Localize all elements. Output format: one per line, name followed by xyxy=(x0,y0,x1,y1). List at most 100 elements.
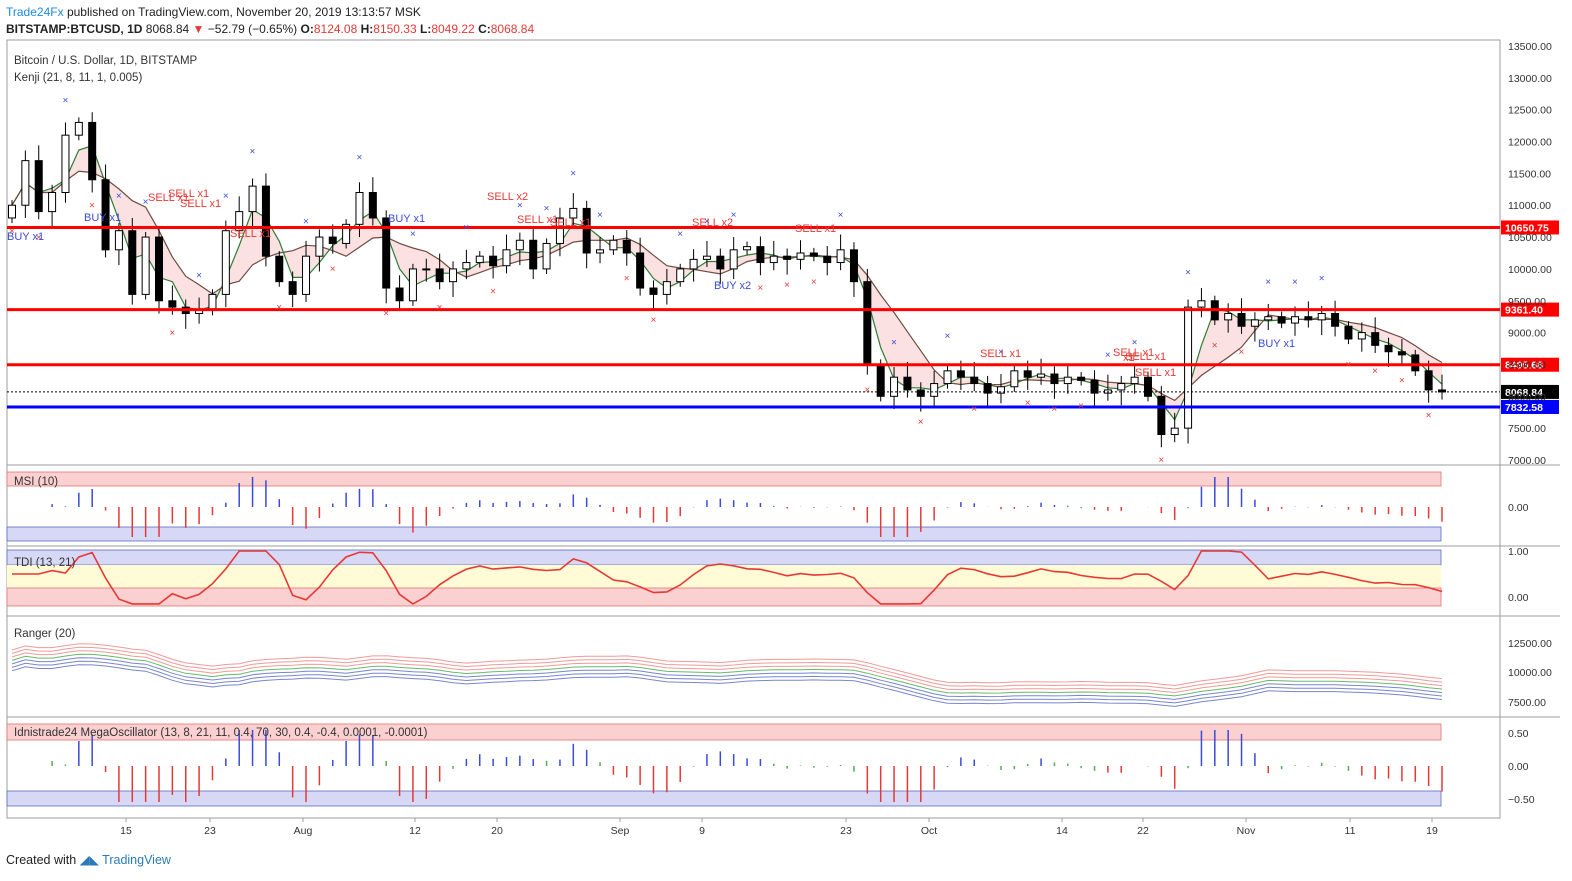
msi-lower-band xyxy=(6,526,1442,542)
price-tick: 8000.00 xyxy=(1508,391,1546,403)
candle-body xyxy=(221,230,230,295)
sell-marker: × xyxy=(918,417,924,428)
buy-marker: × xyxy=(223,191,229,202)
time-tick: 23 xyxy=(204,825,216,837)
sell-marker: × xyxy=(1158,455,1164,466)
sell-marker: × xyxy=(490,286,496,297)
buy-marker: × xyxy=(704,216,710,227)
candle-body xyxy=(342,223,351,244)
buy-marker: × xyxy=(731,210,737,221)
candle-body xyxy=(114,230,123,251)
candle-body xyxy=(1438,389,1446,393)
pane-tick: 0.00 xyxy=(1508,592,1529,604)
signal-label: SELL x1 xyxy=(1125,351,1166,363)
last-price-label: 8068.84 xyxy=(1505,387,1543,399)
signal-label: SELL x2 xyxy=(487,191,528,203)
signal-label: BUY x1 xyxy=(7,231,44,243)
buy-marker: × xyxy=(303,216,309,227)
buy-marker: × xyxy=(945,331,951,342)
candle-body xyxy=(1090,379,1099,394)
signal-label: SELL x1 xyxy=(1113,347,1154,359)
candle-body xyxy=(1331,313,1340,327)
candle-body xyxy=(943,370,952,385)
signal-label: SELL x2 xyxy=(692,217,733,229)
ranger-line xyxy=(11,657,1443,700)
candle-body xyxy=(1130,376,1139,385)
buy-marker: × xyxy=(1132,337,1138,348)
buy-marker: × xyxy=(1319,274,1325,285)
candle-body xyxy=(502,249,511,267)
chart-canvas[interactable]: 10650.75 9361.40 8495.68 7832.58 8068.84 × × ×… xyxy=(0,0,1572,850)
candle-body xyxy=(809,252,818,257)
buy-marker: × xyxy=(196,270,202,281)
pane-tick: 10000.00 xyxy=(1508,667,1552,679)
candle-body xyxy=(1237,313,1246,327)
candle-body xyxy=(1117,383,1126,391)
candle-body xyxy=(475,255,484,264)
sell-marker: × xyxy=(1426,411,1432,422)
signal-label: SELL x1 xyxy=(230,228,271,240)
candle-body xyxy=(355,191,364,225)
sell-marker: × xyxy=(1051,404,1057,415)
pane-tick: 1.00 xyxy=(1508,546,1529,558)
sell-marker: × xyxy=(9,226,15,237)
sell-marker: × xyxy=(169,328,175,339)
pane-tick: 7500.00 xyxy=(1508,697,1546,709)
open-label: O: xyxy=(300,22,314,36)
signal-label: BUY x1 xyxy=(388,213,425,225)
candle-body xyxy=(1411,354,1420,372)
level-label: 7832.58 xyxy=(1505,402,1543,414)
created-with-text: Created with xyxy=(6,853,77,867)
candle-body xyxy=(74,121,83,136)
candle-body xyxy=(462,262,471,270)
mega-legend: Idnistrade24 MegaOscillator (13, 8, 21, … xyxy=(14,727,428,739)
last-price: 8068.84 xyxy=(145,22,190,36)
sell-marker: × xyxy=(757,283,763,294)
candle-body xyxy=(783,255,792,260)
buy-marker: × xyxy=(544,204,550,215)
level-tag xyxy=(1501,302,1559,317)
chart-frame xyxy=(6,39,1501,819)
level-tag xyxy=(1501,399,1559,414)
close-label: C: xyxy=(478,22,491,36)
price-tick: 7500.00 xyxy=(1508,423,1546,435)
tdi-line xyxy=(12,550,1443,605)
candle-body xyxy=(930,383,939,397)
price-tick: 10500.00 xyxy=(1508,232,1552,244)
tradingview-brand[interactable]: TradingView xyxy=(102,853,171,867)
pane-tick: 0.00 xyxy=(1508,502,1529,514)
candle-body xyxy=(582,207,591,254)
candle-body xyxy=(395,287,404,302)
candle-body xyxy=(61,134,70,193)
sell-marker: × xyxy=(1239,347,1245,358)
level-label: 10650.75 xyxy=(1505,222,1549,234)
candle-body xyxy=(890,376,899,397)
price-tick: 11500.00 xyxy=(1508,168,1551,180)
candle-body xyxy=(823,255,832,264)
signal-label: SELL x1 xyxy=(1135,367,1176,379)
publisher-link[interactable]: Trade24Fx xyxy=(6,5,64,19)
mega-upper-band xyxy=(6,723,1442,741)
time-tick: Aug xyxy=(294,825,313,837)
buy-marker: × xyxy=(143,197,149,208)
tdi-upper-band xyxy=(6,549,1442,566)
low-label: L: xyxy=(420,22,432,36)
signal-label: SELL x1 xyxy=(517,214,558,226)
mega-lower-band xyxy=(6,790,1442,807)
candle-body xyxy=(796,252,805,260)
candle-body xyxy=(956,370,965,378)
price-change: −52.79 (−0.65%) xyxy=(207,22,298,36)
candle-body xyxy=(769,255,778,264)
candle-body xyxy=(248,185,257,213)
ranger-line xyxy=(11,664,1443,707)
ranger-legend: Ranger (20) xyxy=(14,628,76,640)
sell-marker: × xyxy=(971,404,977,415)
kenji-legend: Kenji (21, 8, 11, 1, 0.005) xyxy=(14,72,142,84)
footer: Created with ◢◣ TradingView xyxy=(6,852,171,867)
candle-body xyxy=(382,217,391,289)
buy-marker: × xyxy=(1185,267,1191,278)
chart-header: Trade24Fx published on TradingView.com, … xyxy=(6,4,534,38)
time-tick: Oct xyxy=(921,825,937,837)
candle-body xyxy=(1264,316,1273,321)
time-tick: 11 xyxy=(1345,825,1356,837)
